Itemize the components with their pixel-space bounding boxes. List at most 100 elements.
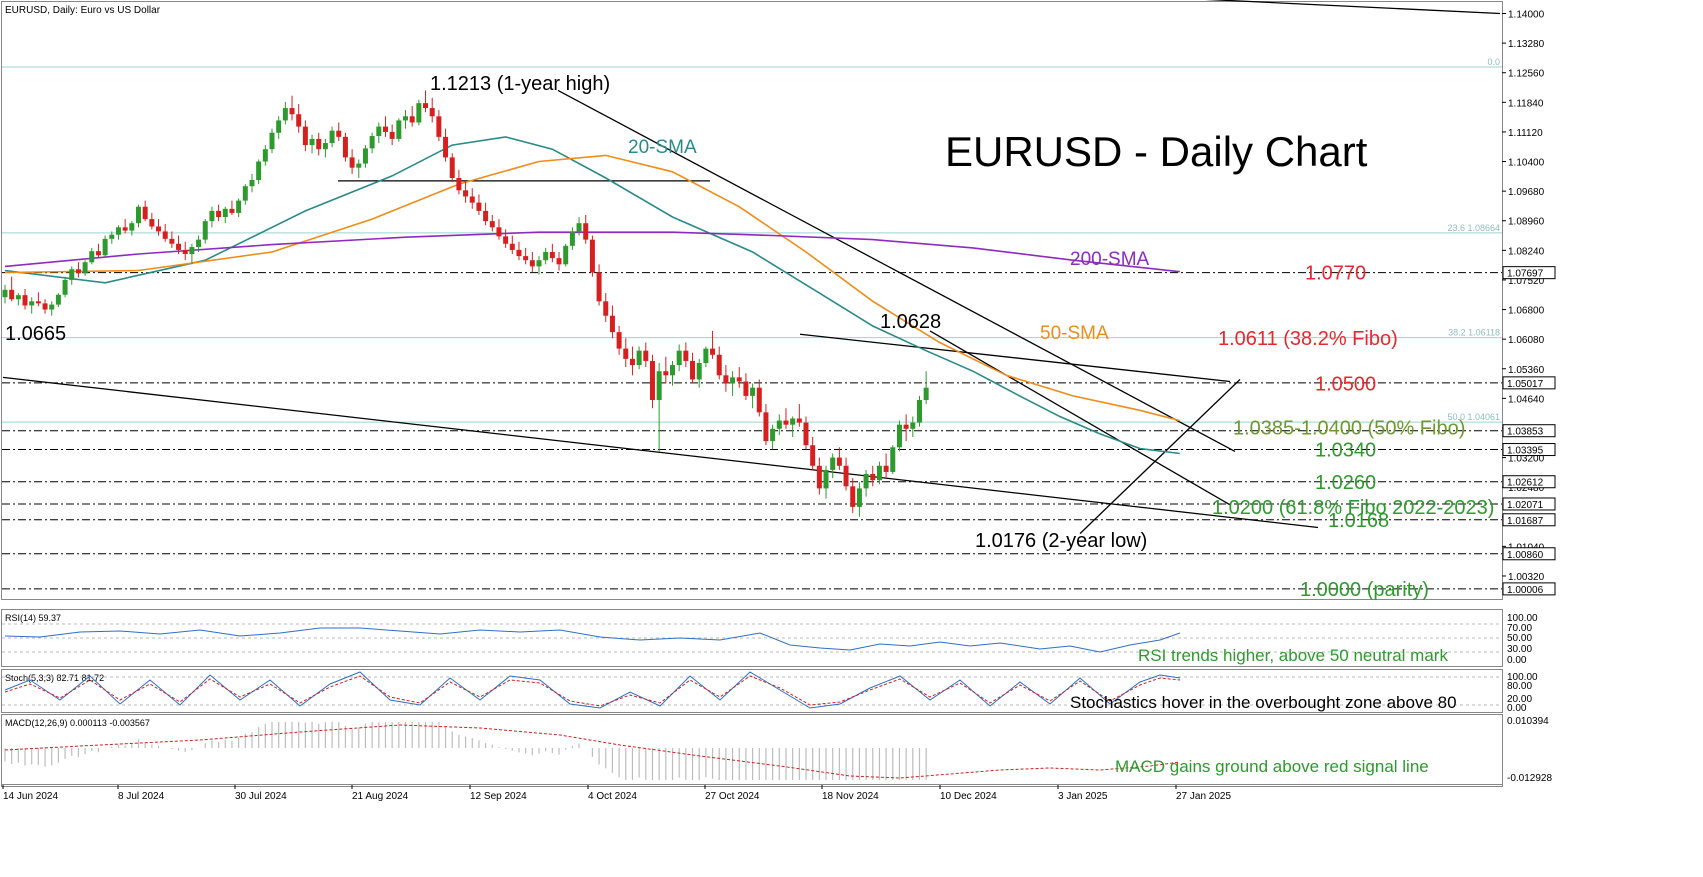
macd-comment: MACD gains ground above red signal line <box>1115 757 1429 776</box>
rsi-scale-70: 70.00 <box>1507 623 1532 634</box>
candle-body-bearish <box>389 131 395 139</box>
stoch-main-line <box>4 671 1181 709</box>
candle-body-bearish <box>75 269 81 274</box>
candle-body-bearish <box>816 465 822 489</box>
stoch-scale-20: 20.00 <box>1507 694 1532 705</box>
price-tick-label: 1.13280 <box>1508 39 1545 50</box>
candle-body-bearish <box>463 190 469 197</box>
candle-body-bearish <box>95 251 101 256</box>
candle-body-bearish <box>9 289 15 300</box>
candle-body-bullish <box>543 251 549 261</box>
sma50-label: 50-SMA <box>1040 323 1109 344</box>
candle-body-bearish <box>469 196 475 203</box>
fibo-label: 50.0 1.04061 <box>1447 412 1500 422</box>
candle-body-bearish <box>756 387 762 413</box>
candle-body-bullish <box>329 130 335 144</box>
time-axis: 14 Jun 2024 8 Jul 2024 30 Jul 2024 21 Aug 2… <box>2 785 1231 802</box>
stoch-comment: Stochastics hover in the overbought zone… <box>1070 693 1457 712</box>
candle-body-bearish <box>483 210 489 222</box>
candle-body-bearish <box>409 116 415 123</box>
price-tick-label: 1.11840 <box>1508 98 1544 109</box>
stoch-title: Stoch(5,3,3) 82.71 81.72 <box>5 673 104 683</box>
candle-body-bearish <box>690 360 696 380</box>
candle-body-bullish <box>242 186 248 201</box>
level-label: 1.0340 <box>1315 439 1376 461</box>
candle-body-bearish <box>616 332 622 349</box>
candle-body-bullish <box>55 294 61 305</box>
candle-body-bearish <box>716 354 722 376</box>
candle-body-bullish <box>750 387 756 396</box>
candle-body-bullish <box>916 400 922 423</box>
time-tick-label: 30 Jul 2024 <box>235 791 287 802</box>
price-axis: 1.14000 1.13280 1.12560 1.11840 1.11120 1.104… <box>1502 10 1545 583</box>
candle-body-bearish <box>382 126 388 132</box>
candle-body-bearish <box>783 420 789 425</box>
price-tick-label: 1.06800 <box>1508 306 1545 317</box>
candle-body-bullish <box>923 387 929 400</box>
candle-body-bullish <box>115 227 121 235</box>
candle-body-bearish <box>162 231 168 239</box>
candle-body-bullish <box>770 428 776 442</box>
rsi-panel: RSI(14) 59.37 100.00 70.00 50.00 30.00 0… <box>2 613 1538 666</box>
fibo-label: 0.0 <box>1487 57 1500 67</box>
price-tick-label: 1.08240 <box>1508 246 1545 257</box>
price-tag-box <box>1502 266 1556 280</box>
candle-body-bearish <box>216 210 222 218</box>
time-tick-label: 10 Dec 2024 <box>940 791 997 802</box>
candle-body-bearish <box>529 260 535 267</box>
fibo-levels: 0.0 23.6 1.08664 38.2 1.06118 50.0 1.04061 <box>2 57 1502 423</box>
price-tag-label: 1.01687 <box>1507 516 1544 527</box>
candle-body-bullish <box>222 208 228 218</box>
candle-body-bearish <box>342 136 348 158</box>
level-label: 1.0260 <box>1315 472 1376 494</box>
candle-body-bearish <box>176 243 182 250</box>
candle-body-bearish <box>349 157 355 168</box>
candle-body-bearish <box>489 221 495 228</box>
candle-body-bearish <box>429 108 435 117</box>
fibo-label: 23.6 1.08664 <box>1447 223 1500 233</box>
stoch-scale-100: 100.00 <box>1507 672 1538 683</box>
price-tick-label: 1.03200 <box>1508 454 1545 465</box>
candle-body-bearish <box>336 130 342 137</box>
level-labels: 1.0770 1.0611 (38.2% Fibo) 1.0500 1.0385-1.… <box>1212 263 1494 602</box>
candle-body-bearish <box>643 350 649 361</box>
candle-body-bullish <box>656 371 662 400</box>
candle-body-bullish <box>790 418 796 425</box>
candle-body-bearish <box>803 422 809 446</box>
candle-body-bearish <box>42 303 48 310</box>
macd-scale-top: 0.010394 <box>1507 716 1549 727</box>
price-tag-box <box>1502 475 1556 489</box>
candle-body-bearish <box>503 236 509 244</box>
rsi-panel-frame <box>1 609 1503 667</box>
candle-body-bullish <box>876 465 882 481</box>
candle-body-bullish <box>102 238 108 256</box>
trend-line <box>1079 378 1241 535</box>
price-tick-label: 1.11120 <box>1508 128 1543 139</box>
price-tag-box <box>1502 547 1556 561</box>
candle-body-bearish <box>710 348 716 355</box>
candle-body-bearish <box>743 381 749 396</box>
rsi-scale-0: 0.00 <box>1507 655 1527 666</box>
candle-body-bearish <box>723 375 729 384</box>
price-tick-label: 1.04640 <box>1508 394 1545 405</box>
price-tick-label: 1.08960 <box>1508 217 1545 228</box>
candle-body-bullish <box>209 210 215 222</box>
price-tick-label: 1.10400 <box>1508 158 1545 169</box>
candle-body-bullish <box>369 136 375 149</box>
candle-body-bullish <box>49 304 55 310</box>
level-label: 1.0500 <box>1315 374 1376 396</box>
time-tick-label: 27 Oct 2024 <box>705 791 760 802</box>
rsi-comment: RSI trends higher, above 50 neutral mark <box>1138 646 1448 665</box>
50sma-line <box>4 154 1180 422</box>
price-tick-label: 1.09680 <box>1508 187 1545 198</box>
candle-body-bullish <box>563 245 569 265</box>
candle-body-bullish <box>863 474 869 489</box>
stoch-panel-frame <box>1 669 1503 713</box>
time-tick-label: 21 Aug 2024 <box>352 791 409 802</box>
candle-body-bearish <box>516 249 522 257</box>
candle-body-bearish <box>35 301 41 304</box>
candle-body-bullish <box>890 447 896 472</box>
candle-body-bullish <box>362 148 368 164</box>
candle-body-bearish <box>302 126 308 146</box>
candle-body-bearish <box>589 239 595 273</box>
